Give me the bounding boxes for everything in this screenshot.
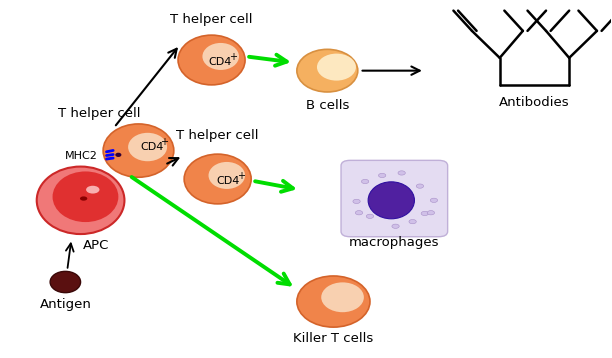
Text: CD4: CD4 (140, 142, 163, 152)
Text: B cells: B cells (305, 99, 349, 112)
Ellipse shape (353, 199, 360, 203)
Ellipse shape (362, 179, 369, 184)
Text: +: + (229, 52, 237, 62)
Ellipse shape (427, 211, 435, 215)
Text: T helper cell: T helper cell (176, 129, 259, 142)
Text: Antigen: Antigen (39, 298, 91, 311)
Ellipse shape (50, 271, 81, 293)
Text: CD4: CD4 (209, 57, 232, 67)
FancyBboxPatch shape (341, 160, 447, 237)
Ellipse shape (184, 154, 251, 204)
Text: +: + (160, 137, 168, 147)
Ellipse shape (430, 198, 438, 202)
Ellipse shape (367, 214, 373, 218)
Ellipse shape (209, 162, 245, 189)
Text: Antibodies: Antibodies (499, 96, 570, 108)
Ellipse shape (297, 49, 358, 92)
Ellipse shape (321, 282, 364, 312)
Ellipse shape (416, 184, 424, 188)
Ellipse shape (297, 276, 370, 327)
Ellipse shape (317, 54, 356, 81)
Ellipse shape (115, 153, 121, 157)
Text: macrophages: macrophages (349, 236, 439, 249)
Text: APC: APC (83, 240, 109, 252)
Ellipse shape (421, 211, 428, 216)
Ellipse shape (103, 124, 174, 177)
Ellipse shape (368, 182, 414, 219)
Ellipse shape (378, 173, 386, 178)
Ellipse shape (53, 171, 118, 222)
Text: +: + (237, 171, 245, 181)
Ellipse shape (178, 35, 245, 85)
Ellipse shape (409, 219, 416, 224)
Ellipse shape (392, 224, 399, 228)
Text: CD4: CD4 (217, 176, 240, 186)
Ellipse shape (128, 133, 167, 161)
Ellipse shape (356, 211, 363, 215)
Ellipse shape (37, 166, 124, 234)
Text: T helper cell: T helper cell (58, 107, 140, 120)
Text: T helper cell: T helper cell (170, 13, 253, 25)
Text: MHC2: MHC2 (65, 151, 98, 161)
Text: Killer T cells: Killer T cells (293, 332, 373, 345)
Ellipse shape (80, 197, 88, 201)
Ellipse shape (86, 186, 100, 194)
Ellipse shape (203, 43, 239, 70)
Ellipse shape (398, 171, 405, 175)
